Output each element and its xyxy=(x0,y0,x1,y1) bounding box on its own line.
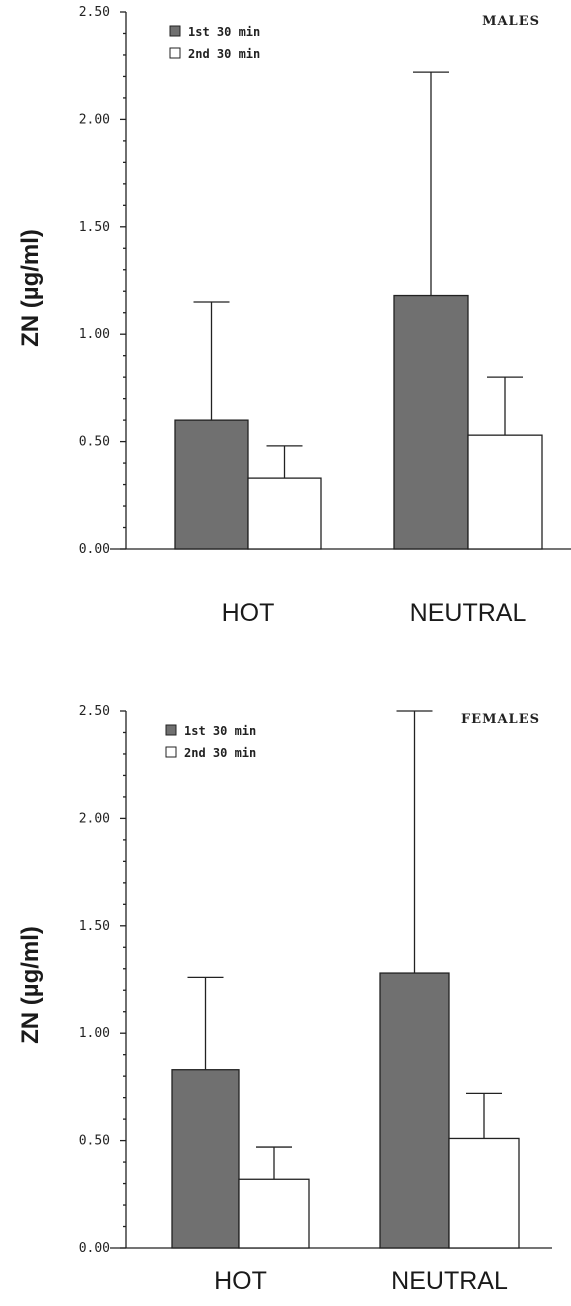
y-tick-label: 2.00 xyxy=(79,811,110,826)
y-tick-label: 0.00 xyxy=(79,1241,110,1256)
legend-label: 2nd 30 min xyxy=(184,746,256,760)
x-category-label: NEUTRAL xyxy=(391,1267,508,1295)
y-tick-label: 0.00 xyxy=(79,542,110,557)
bar-neutral-series-2 xyxy=(448,1137,520,1249)
legend-swatch xyxy=(165,746,177,758)
y-tick-label: 1.00 xyxy=(79,327,110,342)
y-tick-label: 2.00 xyxy=(79,112,110,127)
y-tick-label: 2.50 xyxy=(79,704,110,719)
y-tick-label: 2.50 xyxy=(79,5,110,20)
legend-swatch xyxy=(169,47,181,59)
bar-hot-series-1 xyxy=(171,1069,240,1249)
x-category-label: NEUTRAL xyxy=(410,599,527,627)
legend-label: 2nd 30 min xyxy=(188,47,260,61)
x-category-label: HOT xyxy=(214,1267,267,1295)
y-axis-label: ZN (µg/ml) xyxy=(17,229,44,347)
y-tick-label: 0.50 xyxy=(79,435,110,450)
chart-panel-1: 0.00 0.50 1.00 1.50 2.00 2.50 ZN (µg/ml) HOT NEU… xyxy=(17,5,571,627)
chart-panel-2: 0.00 0.50 1.00 1.50 2.00 2.50 ZN (µg/ml) HOT NEU… xyxy=(17,704,552,1295)
bar-hot-series-2 xyxy=(238,1178,310,1249)
legend-swatch xyxy=(165,724,177,736)
bar-neutral-series-2 xyxy=(467,434,543,550)
bar-neutral-series-1 xyxy=(379,972,450,1249)
y-tick-label: 1.50 xyxy=(79,220,110,235)
bar-neutral-series-1 xyxy=(393,294,469,550)
bar-hot-series-1 xyxy=(174,419,249,550)
bar-hot-series-2 xyxy=(247,477,322,550)
y-axis-label: ZN (µg/ml) xyxy=(17,926,44,1044)
legend-swatch xyxy=(169,25,181,37)
chart-title: FEMALES xyxy=(461,712,540,727)
legend-label: 1st 30 min xyxy=(188,25,260,39)
legend-label: 1st 30 min xyxy=(184,724,256,738)
y-tick-label: 0.50 xyxy=(79,1134,110,1149)
chart-title: MALES xyxy=(482,14,540,29)
x-category-label: HOT xyxy=(222,599,275,627)
y-tick-label: 1.50 xyxy=(79,919,110,934)
y-tick-label: 1.00 xyxy=(79,1026,110,1041)
